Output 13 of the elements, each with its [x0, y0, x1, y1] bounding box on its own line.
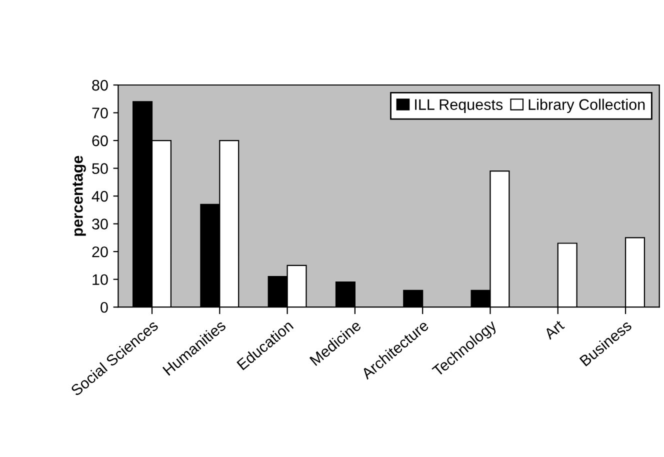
y-tick-label: 60	[92, 135, 108, 146]
y-tick-label: 80	[92, 80, 108, 91]
y-tick-label: 10	[92, 274, 108, 286]
y-axis-title: percentage	[72, 156, 86, 236]
legend-label: Library Collection	[528, 98, 645, 113]
y-tick-label: 70	[92, 108, 108, 118]
y-tick-label: 50	[92, 163, 108, 174]
legend-label: ILL Requests	[415, 99, 503, 113]
y-tick-label: 0	[100, 302, 108, 313]
x-tick-label: Art	[543, 319, 565, 340]
y-tick-label: 40	[92, 190, 108, 202]
y-tick-label: 20	[92, 246, 108, 258]
y-tick-label: 30	[92, 218, 108, 230]
